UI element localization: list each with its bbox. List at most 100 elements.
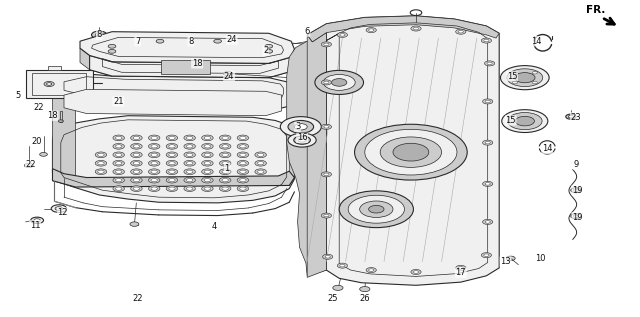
Circle shape (58, 120, 63, 122)
Text: 8: 8 (188, 37, 193, 46)
Polygon shape (287, 32, 326, 276)
Circle shape (502, 110, 548, 133)
Circle shape (339, 191, 413, 228)
Circle shape (98, 170, 104, 173)
Circle shape (484, 39, 489, 42)
Circle shape (337, 263, 348, 268)
Circle shape (220, 169, 231, 175)
Circle shape (288, 133, 316, 147)
Circle shape (321, 172, 332, 177)
Circle shape (240, 136, 246, 139)
Circle shape (131, 144, 142, 149)
Circle shape (515, 116, 534, 126)
Circle shape (323, 254, 333, 259)
Circle shape (133, 187, 140, 190)
Circle shape (151, 170, 157, 173)
Circle shape (186, 170, 193, 173)
Circle shape (237, 169, 249, 175)
Circle shape (98, 153, 104, 156)
Circle shape (220, 144, 231, 149)
Circle shape (456, 29, 466, 34)
Circle shape (31, 217, 44, 223)
Circle shape (240, 187, 246, 190)
Circle shape (169, 153, 175, 156)
Circle shape (512, 81, 517, 84)
Polygon shape (289, 95, 294, 185)
Circle shape (55, 207, 63, 210)
Circle shape (95, 160, 107, 166)
Circle shape (115, 162, 122, 165)
Circle shape (51, 205, 67, 212)
Circle shape (321, 42, 332, 47)
Circle shape (151, 153, 157, 156)
Circle shape (148, 135, 160, 141)
Polygon shape (90, 55, 291, 78)
Circle shape (151, 178, 157, 182)
Circle shape (458, 267, 463, 269)
Polygon shape (307, 16, 499, 285)
Circle shape (369, 205, 384, 213)
Circle shape (573, 189, 579, 191)
Circle shape (98, 162, 104, 165)
Circle shape (240, 145, 246, 148)
Text: 15: 15 (507, 72, 517, 81)
Circle shape (483, 219, 493, 224)
Circle shape (148, 169, 160, 175)
Circle shape (237, 186, 249, 191)
Circle shape (240, 162, 246, 165)
Circle shape (355, 124, 467, 180)
Circle shape (130, 222, 139, 226)
Circle shape (133, 178, 140, 182)
Circle shape (24, 163, 33, 168)
Circle shape (294, 136, 310, 144)
Circle shape (508, 113, 542, 130)
Circle shape (92, 31, 107, 39)
Circle shape (184, 152, 195, 158)
Circle shape (512, 71, 517, 74)
Circle shape (169, 162, 175, 165)
Text: 4: 4 (212, 222, 217, 231)
Circle shape (186, 145, 193, 148)
Circle shape (411, 269, 421, 275)
Text: 20: 20 (32, 137, 42, 146)
Text: 2: 2 (263, 46, 268, 55)
Circle shape (131, 186, 142, 191)
Circle shape (223, 71, 232, 76)
Circle shape (222, 145, 228, 148)
Circle shape (186, 178, 193, 182)
Circle shape (393, 143, 429, 161)
Circle shape (568, 115, 573, 118)
Circle shape (115, 153, 122, 156)
Polygon shape (60, 111, 62, 122)
Circle shape (202, 177, 213, 183)
Circle shape (184, 177, 195, 183)
Circle shape (95, 152, 107, 158)
Circle shape (184, 186, 195, 191)
Circle shape (95, 169, 107, 175)
Circle shape (380, 137, 442, 167)
Circle shape (321, 80, 332, 85)
Circle shape (184, 160, 195, 166)
Circle shape (148, 160, 160, 166)
Circle shape (131, 169, 142, 175)
Circle shape (240, 153, 246, 156)
Circle shape (321, 124, 332, 129)
Circle shape (113, 160, 124, 166)
Polygon shape (52, 73, 294, 111)
Polygon shape (80, 48, 112, 76)
Circle shape (323, 74, 355, 90)
Circle shape (186, 136, 193, 139)
Text: 24: 24 (224, 72, 234, 81)
Circle shape (324, 173, 329, 176)
Circle shape (202, 135, 213, 141)
Circle shape (204, 187, 211, 190)
Circle shape (34, 219, 40, 222)
Circle shape (298, 138, 306, 142)
Circle shape (456, 268, 465, 272)
Circle shape (115, 178, 122, 182)
Circle shape (506, 256, 515, 261)
Circle shape (483, 140, 493, 145)
Polygon shape (64, 89, 282, 116)
Circle shape (485, 221, 490, 223)
Text: 22: 22 (26, 160, 36, 169)
